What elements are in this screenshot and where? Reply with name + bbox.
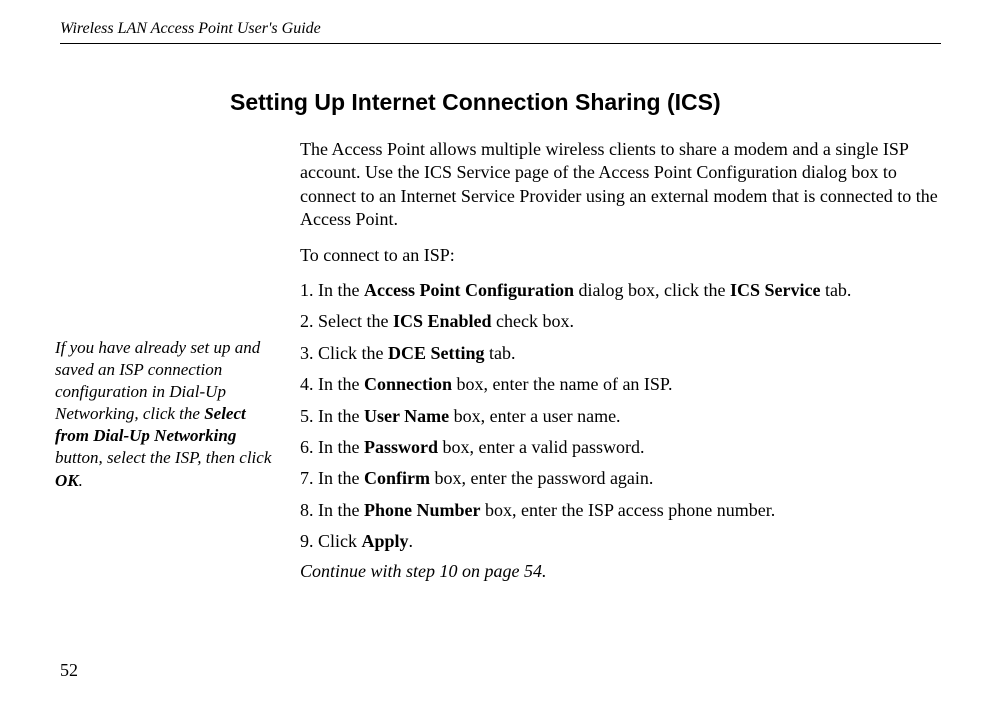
- step-1: 1. In the Access Point Configuration dia…: [300, 279, 941, 302]
- step-4: 4. In the Connection box, enter the name…: [300, 373, 941, 396]
- step-text: 1. In the: [300, 280, 364, 300]
- page-number: 52: [60, 660, 78, 681]
- step-text: check box.: [492, 311, 574, 331]
- step-bold: Connection: [364, 374, 452, 394]
- step-bold: Access Point Configuration: [364, 280, 574, 300]
- sidenote-text: If you have already set up and saved an …: [55, 89, 280, 492]
- lead-line: To connect to an ISP:: [300, 244, 941, 267]
- step-7: 7. In the Confirm box, enter the passwor…: [300, 467, 941, 490]
- step-text: 9. Click: [300, 531, 362, 551]
- step-bold: Apply: [362, 531, 409, 551]
- step-text: .: [409, 531, 414, 551]
- step-text: 4. In the: [300, 374, 364, 394]
- step-text: box, enter the password again.: [430, 468, 653, 488]
- step-text: box, enter the name of an ISP.: [452, 374, 672, 394]
- step-text: 7. In the: [300, 468, 364, 488]
- step-text: tab.: [820, 280, 851, 300]
- header-rule: [60, 43, 941, 44]
- step-bold: User Name: [364, 406, 449, 426]
- intro-paragraph: The Access Point allows multiple wireles…: [300, 138, 941, 232]
- section-title: Setting Up Internet Connection Sharing (…: [230, 89, 941, 116]
- step-text: 2. Select the: [300, 311, 393, 331]
- step-bold: ICS Enabled: [393, 311, 492, 331]
- step-text: dialog box, click the: [574, 280, 730, 300]
- document-page: Wireless LAN Access Point User's Guide I…: [0, 0, 991, 602]
- main-column: Setting Up Internet Connection Sharing (…: [295, 89, 941, 582]
- step-bold: Confirm: [364, 468, 430, 488]
- step-text: box, enter the ISP access phone number.: [480, 500, 775, 520]
- sidenote-column: If you have already set up and saved an …: [60, 89, 295, 582]
- sidenote-part: .: [79, 471, 83, 490]
- step-bold: DCE Setting: [388, 343, 485, 363]
- step-text: 8. In the: [300, 500, 364, 520]
- step-text: 3. Click the: [300, 343, 388, 363]
- sidenote-bold: OK: [55, 471, 79, 490]
- step-2: 2. Select the ICS Enabled check box.: [300, 310, 941, 333]
- step-6: 6. In the Password box, enter a valid pa…: [300, 436, 941, 459]
- step-bold: Password: [364, 437, 438, 457]
- step-5: 5. In the User Name box, enter a user na…: [300, 405, 941, 428]
- step-text: 5. In the: [300, 406, 364, 426]
- content-wrapper: If you have already set up and saved an …: [60, 89, 941, 582]
- step-text: 6. In the: [300, 437, 364, 457]
- step-text: box, enter a user name.: [449, 406, 620, 426]
- continue-line: Continue with step 10 on page 54.: [300, 561, 941, 582]
- step-text: tab.: [485, 343, 516, 363]
- step-text: box, enter a valid password.: [438, 437, 644, 457]
- step-bold: ICS Service: [730, 280, 820, 300]
- step-8: 8. In the Phone Number box, enter the IS…: [300, 499, 941, 522]
- step-9: 9. Click Apply.: [300, 530, 941, 553]
- step-bold: Phone Number: [364, 500, 481, 520]
- sidenote-part: button, select the ISP, then click: [55, 448, 271, 467]
- step-3: 3. Click the DCE Setting tab.: [300, 342, 941, 365]
- running-header: Wireless LAN Access Point User's Guide: [60, 20, 941, 38]
